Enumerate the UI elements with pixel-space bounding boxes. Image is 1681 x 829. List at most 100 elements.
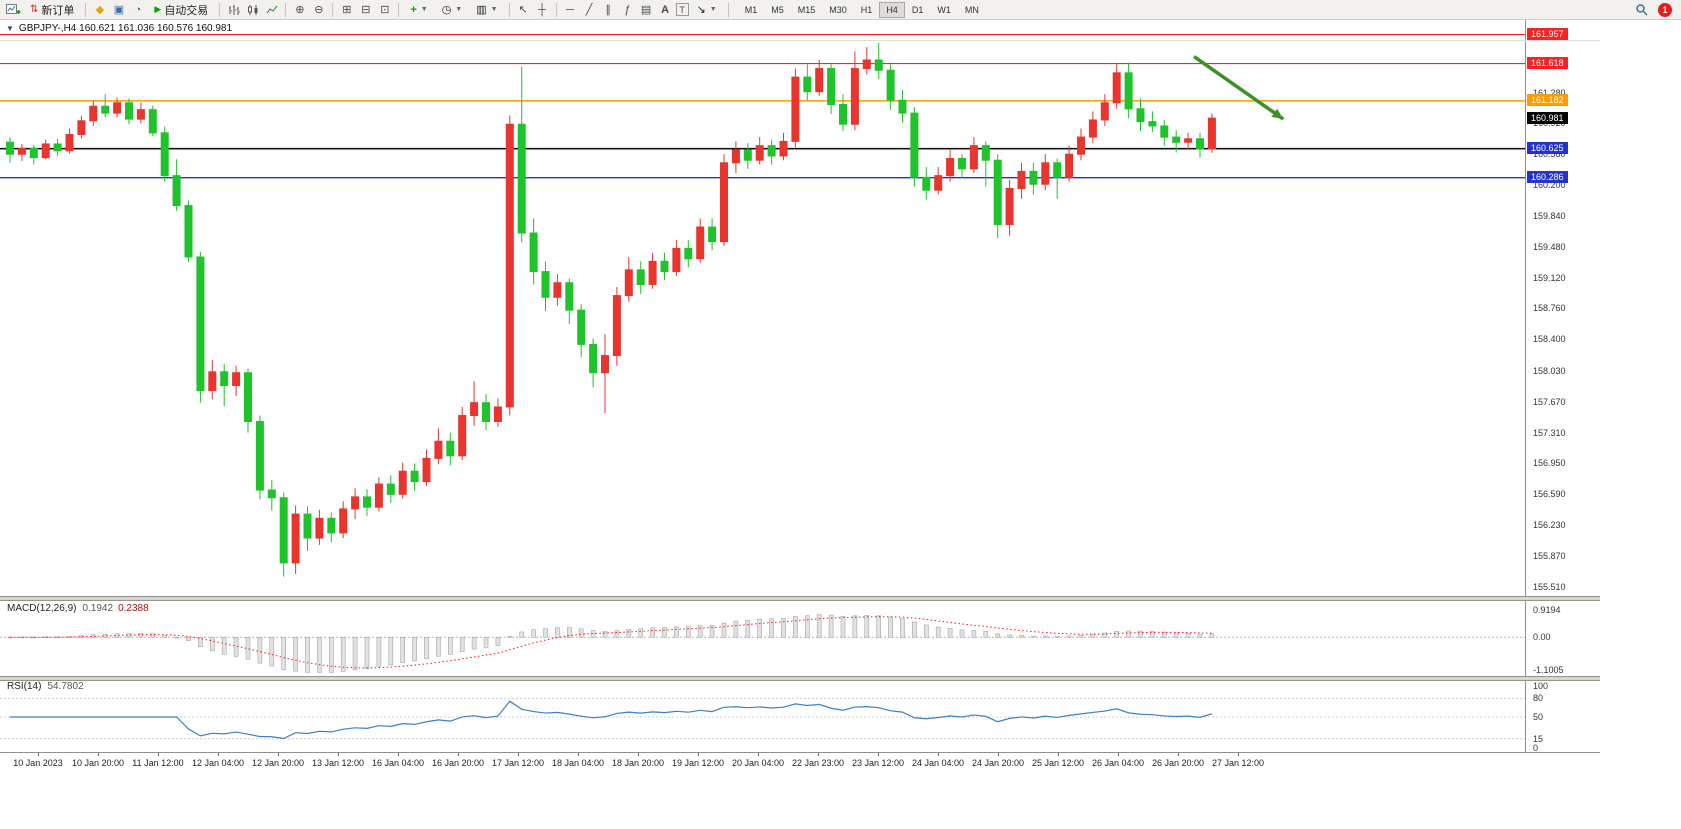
label-tool-icon[interactable]: T xyxy=(675,3,689,16)
macd-label: MACD(12,26,9) 0.1942 0.2388 xyxy=(7,603,149,614)
price-level-label: 161.182 xyxy=(1527,94,1568,107)
rsi-axis-tick: 15 xyxy=(1533,733,1544,744)
channel-tool-icon[interactable]: ∥ xyxy=(605,4,611,16)
timeframe-button-h4[interactable]: H4 xyxy=(879,1,905,18)
separator xyxy=(219,2,221,17)
panel-splitter-macd[interactable] xyxy=(0,596,1600,601)
time-tick-label: 18 Jan 04:00 xyxy=(551,758,605,768)
price-tick: 156.230 xyxy=(1533,520,1566,531)
rsi-line xyxy=(10,700,1213,740)
time-tick-label: 23 Jan 12:00 xyxy=(851,758,905,768)
trendline-tool-icon[interactable]: ╱ xyxy=(585,4,593,16)
bar-chart-icon[interactable] xyxy=(225,1,242,18)
timeframe-button-m1[interactable]: M1 xyxy=(738,2,765,18)
search-icon[interactable] xyxy=(1633,1,1650,18)
time-tick-mark xyxy=(698,753,699,756)
arrange-windows-icon[interactable]: ⊡ xyxy=(380,4,390,16)
time-tick-label: 20 Jan 04:00 xyxy=(731,758,785,768)
separator xyxy=(332,2,334,17)
compass-icon[interactable]: ◆ xyxy=(95,4,105,16)
time-tick-mark xyxy=(38,753,39,756)
timeframe-button-d1[interactable]: D1 xyxy=(905,2,931,18)
market-watch-icon[interactable]: ▣ xyxy=(113,4,125,16)
timeframe-group: M1 M5 M15 M30 H1 H4 D1 W1 MN xyxy=(738,1,986,18)
time-tick-label: 26 Jan 04:00 xyxy=(1091,758,1145,768)
indicators-button[interactable]: + ▼ xyxy=(404,1,433,19)
price-tick: 157.310 xyxy=(1533,427,1566,438)
price-tick: 159.480 xyxy=(1533,241,1566,252)
indicators-plus-icon: + xyxy=(410,3,417,16)
price-tick: 155.870 xyxy=(1533,551,1566,562)
macd-main-value: 0.1942 xyxy=(82,603,114,614)
price-tick: 160.560 xyxy=(1533,149,1566,160)
rsi-indicator-chart[interactable] xyxy=(0,680,1525,752)
separator xyxy=(727,2,729,17)
text-tool-icon[interactable]: A xyxy=(661,3,670,16)
zoom-out-icon[interactable]: ⊖ xyxy=(314,4,324,16)
trend-arrow-annotation xyxy=(1193,55,1285,121)
chevron-down-icon: ▼ xyxy=(490,6,498,13)
price-tick: 155.510 xyxy=(1533,581,1566,592)
price-axis[interactable]: 161.280160.920160.560160.200159.840159.4… xyxy=(1526,0,1606,772)
auto-trading-button[interactable]: ▶ 自动交易 xyxy=(148,1,214,19)
templates-button[interactable]: ▥ ▼ xyxy=(470,1,503,19)
separator xyxy=(398,2,400,17)
time-tick-label: 16 Jan 04:00 xyxy=(371,758,425,768)
period-button[interactable]: ◷ ▼ xyxy=(436,1,469,19)
line-chart-icon[interactable] xyxy=(263,1,280,18)
price-tick: 160.200 xyxy=(1533,180,1566,191)
separator xyxy=(285,2,287,17)
chart-title-bar: ▼ GBPJPY-,H4 160.621 161.036 160.576 160… xyxy=(6,23,232,34)
cascade-windows-icon[interactable]: ⊟ xyxy=(361,4,371,16)
price-axis-border xyxy=(1525,20,1526,752)
timeframe-button-m30[interactable]: M30 xyxy=(822,2,854,18)
template-icon: ▥ xyxy=(476,4,487,16)
time-tick-mark xyxy=(218,753,219,756)
time-tick-mark xyxy=(1178,753,1179,756)
price-tick: 158.760 xyxy=(1533,303,1566,314)
timeframe-button-m15[interactable]: M15 xyxy=(791,2,823,18)
notification-badge[interactable]: 1 xyxy=(1658,2,1672,17)
timeframe-button-mn[interactable]: MN xyxy=(958,2,986,18)
tile-windows-icon[interactable]: ⊞ xyxy=(342,4,352,16)
time-tick-label: 11 Jan 12:00 xyxy=(132,758,184,768)
time-tick-mark xyxy=(758,753,759,756)
macd-name: MACD(12,26,9) xyxy=(7,603,77,614)
one-click-trading-collapse-icon[interactable]: ▼ xyxy=(6,24,14,33)
data-window-icon[interactable]: ◔ xyxy=(134,3,142,16)
macd-signal-line xyxy=(9,616,1212,669)
arrows-tool-button[interactable]: ↘ ▼ xyxy=(691,1,723,19)
time-tick-label: 12 Jan 04:00 xyxy=(191,758,245,768)
time-tick-mark xyxy=(638,753,639,756)
zoom-in-icon[interactable]: ⊕ xyxy=(295,4,305,16)
candlestick-chart-icon[interactable] xyxy=(244,1,261,18)
time-tick-label: 18 Jan 20:00 xyxy=(611,758,665,768)
horizontal-line-tool-icon[interactable]: ─ xyxy=(566,3,574,16)
price-tick: 161.280 xyxy=(1533,87,1566,98)
fibonacci-tool-icon[interactable]: ƒ xyxy=(624,3,631,16)
crosshair-icon[interactable]: ┼ xyxy=(538,3,546,16)
current-price-label: 160.981 xyxy=(1527,111,1568,124)
macd-indicator-chart[interactable] xyxy=(0,602,1525,676)
macd-axis-tick: 0.9194 xyxy=(1533,605,1561,615)
time-tick-label: 10 Jan 2023 xyxy=(13,758,63,768)
time-tick-mark xyxy=(878,753,879,756)
time-tick-mark xyxy=(1238,753,1239,756)
time-tick-mark xyxy=(818,753,819,756)
timeframe-button-w1[interactable]: W1 xyxy=(930,2,958,18)
shapes-tool-icon[interactable]: ▤ xyxy=(640,4,652,16)
panel-splitter-rsi[interactable] xyxy=(0,676,1600,681)
timeframe-button-m5[interactable]: M5 xyxy=(764,2,791,18)
new-chart-icon[interactable] xyxy=(5,1,22,18)
candles-layer xyxy=(6,42,1216,577)
time-axis[interactable]: 10 Jan 2023 10 Jan 20:00 11 Jan 12:00 12 Ja… xyxy=(0,752,1600,774)
macd-axis-tick: -1.1005 xyxy=(1533,665,1564,675)
timeframe-button-h1[interactable]: H1 xyxy=(854,2,880,18)
time-tick-mark xyxy=(578,753,579,756)
time-tick-label: 12 Jan 20:00 xyxy=(251,758,305,768)
rsi-value: 54.7802 xyxy=(47,681,84,692)
new-order-button[interactable]: ⇅ 新订单 xyxy=(24,1,80,19)
main-price-chart[interactable] xyxy=(0,24,1525,598)
cursor-icon[interactable]: ↖ xyxy=(518,4,528,16)
